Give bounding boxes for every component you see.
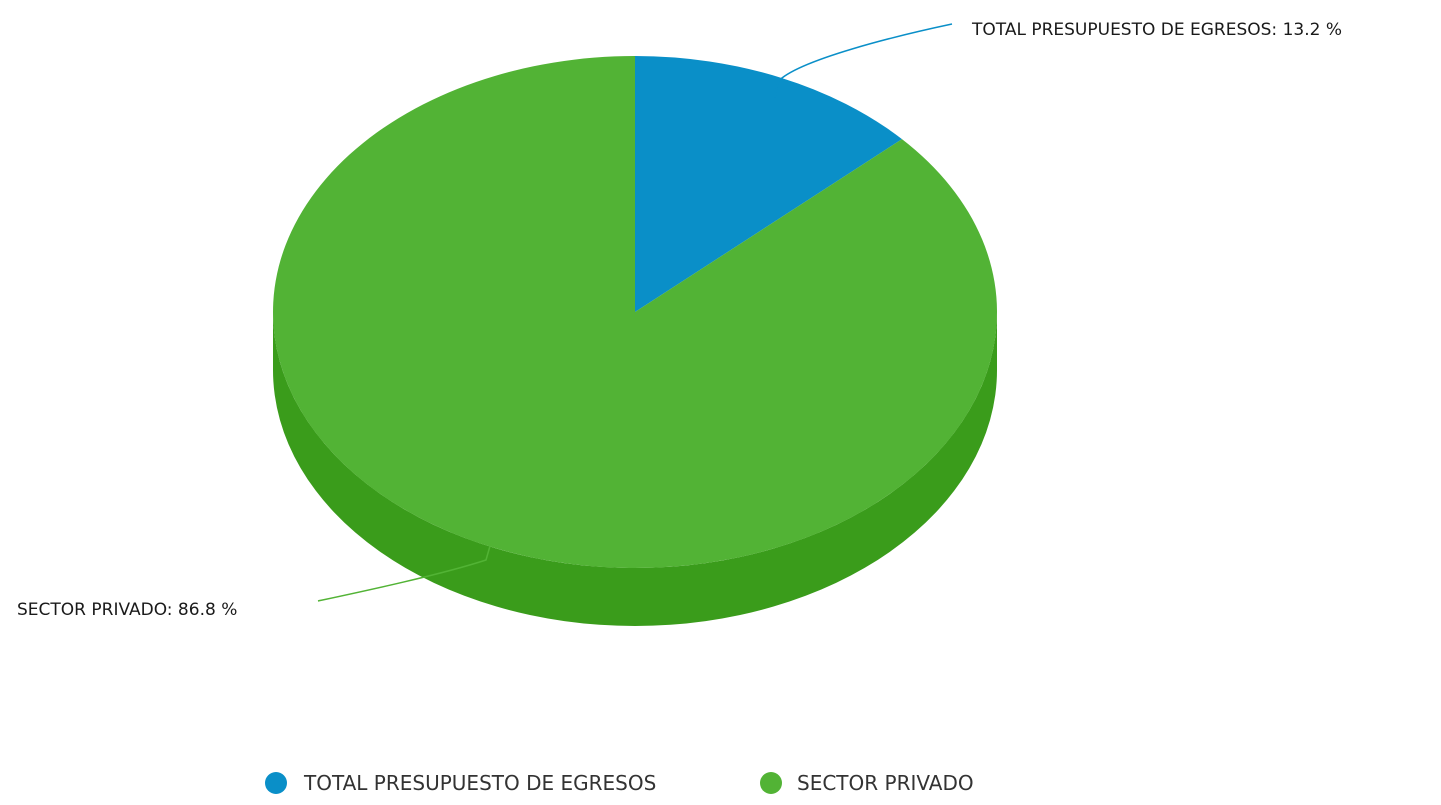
- pie-slice-sector-privado[interactable]: [273, 56, 998, 568]
- legend-label-total-presupuesto: TOTAL PRESUPUESTO DE EGRESOS: [303, 771, 656, 795]
- pie-top: [273, 56, 998, 568]
- legend-dot-sector-privado: [760, 772, 782, 794]
- slice-label-sector-privado: SECTOR PRIVADO: 86.8 %: [17, 600, 237, 620]
- pie-side-sector-privado: [273, 312, 997, 626]
- slice-label-total-presupuesto: TOTAL PRESUPUESTO DE EGRESOS: 13.2 %: [971, 20, 1342, 40]
- slice-leader-line-sector-privado: [317, 545, 491, 602]
- legend: TOTAL PRESUPUESTO DE EGRESOS SECTOR PRIV…: [265, 771, 974, 795]
- legend-item-sector-privado[interactable]: SECTOR PRIVADO: [760, 771, 974, 795]
- slice-leader-line-total-presupuesto: [774, 23, 953, 98]
- pie-sides: [273, 312, 997, 626]
- legend-item-total-presupuesto[interactable]: TOTAL PRESUPUESTO DE EGRESOS: [265, 771, 656, 795]
- legend-dot-total-presupuesto: [265, 772, 287, 794]
- legend-label-sector-privado: SECTOR PRIVADO: [797, 771, 974, 795]
- pie-labels: TOTAL PRESUPUESTO DE EGRESOS: 13.2 % SEC…: [17, 20, 1342, 620]
- pie-slice-total-presupuesto[interactable]: [635, 56, 902, 312]
